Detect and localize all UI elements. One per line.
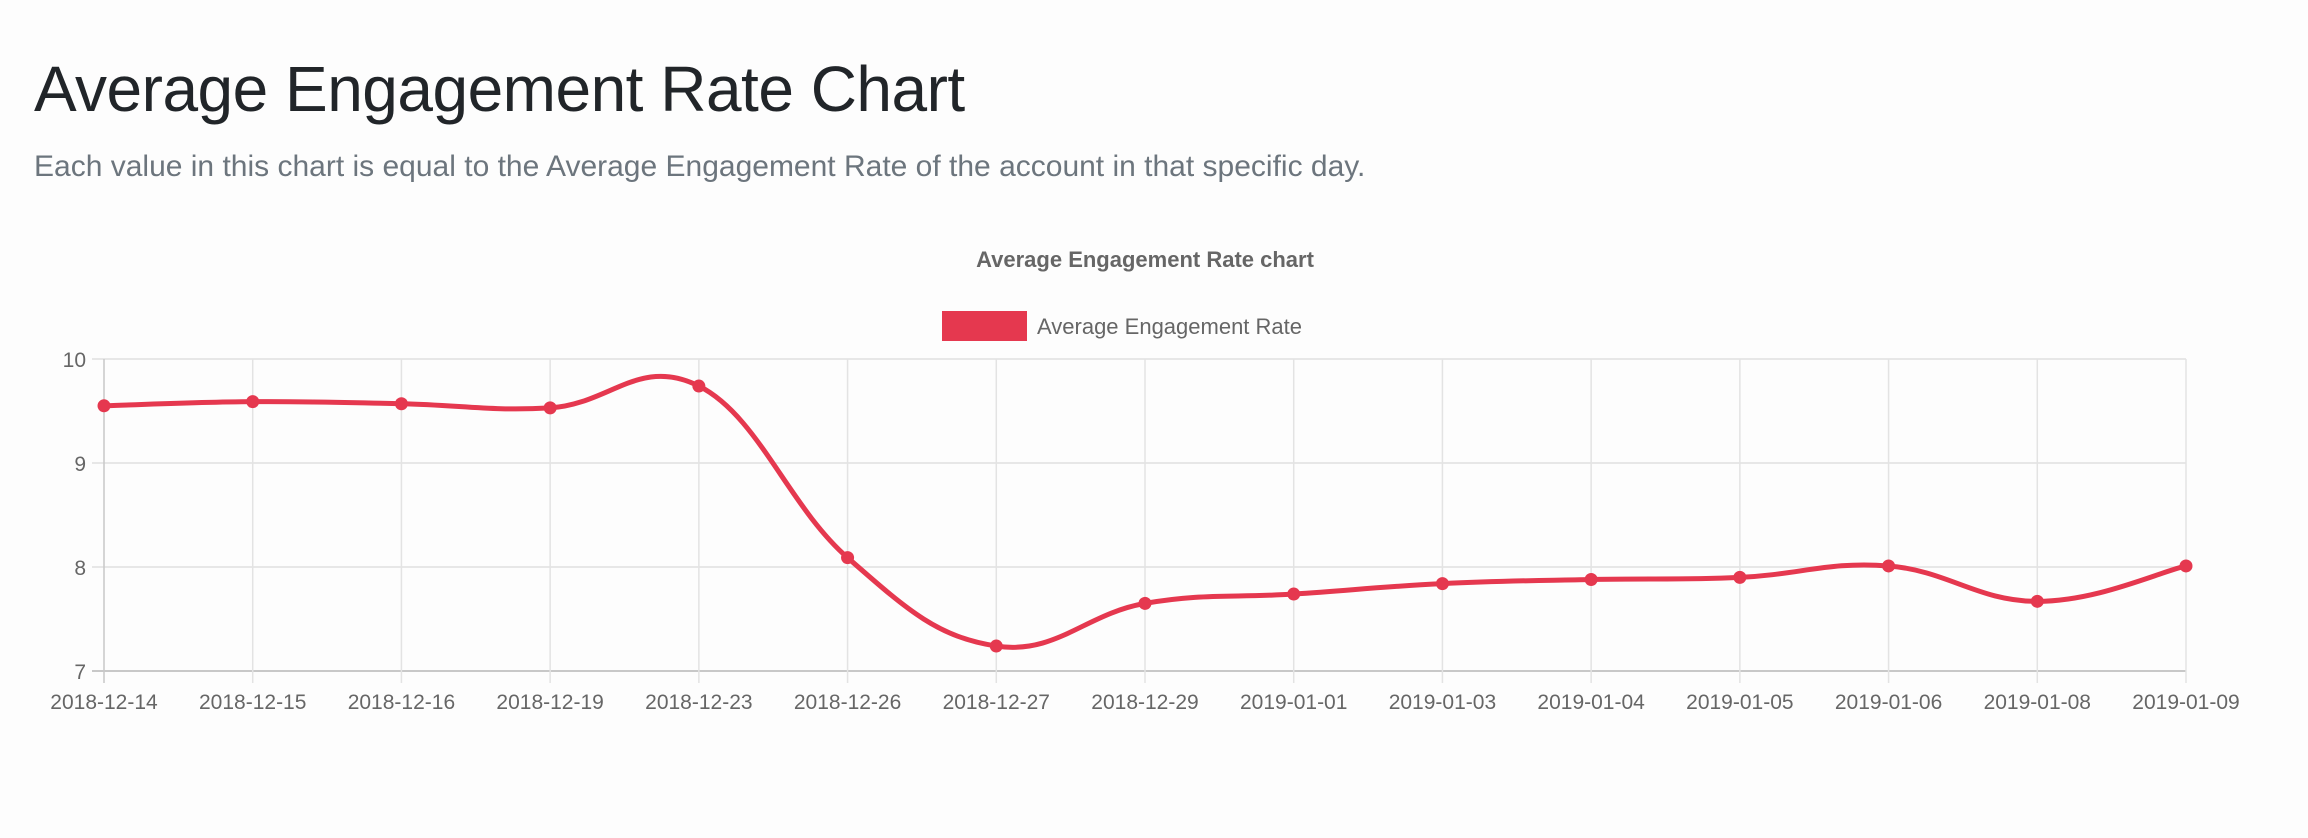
data-point bbox=[1287, 587, 1301, 601]
data-point bbox=[2030, 594, 2044, 608]
x-tick-label: 2019-01-04 bbox=[1537, 691, 1645, 714]
x-tick-label: 2019-01-03 bbox=[1389, 691, 1496, 714]
y-tick-label: 9 bbox=[74, 453, 86, 476]
x-tick-label: 2019-01-01 bbox=[1240, 691, 1347, 714]
x-tick-label: 2018-12-15 bbox=[199, 691, 306, 714]
x-tick-label: 2018-12-14 bbox=[50, 691, 158, 714]
data-point bbox=[246, 395, 260, 409]
x-tick-label: 2018-12-19 bbox=[496, 691, 603, 714]
data-point bbox=[692, 379, 706, 393]
data-point bbox=[543, 401, 557, 415]
data-point bbox=[1138, 596, 1152, 610]
x-tick-label: 2018-12-29 bbox=[1091, 691, 1198, 714]
legend-label[interactable]: Average Engagement Rate bbox=[1037, 314, 1302, 339]
page-title: Average Engagement Rate Chart bbox=[34, 53, 965, 125]
y-tick-label: 8 bbox=[74, 557, 86, 580]
data-point bbox=[989, 639, 1003, 653]
y-tick-label: 10 bbox=[63, 349, 86, 372]
x-tick-label: 2019-01-06 bbox=[1835, 691, 1942, 714]
x-tick-label: 2018-12-23 bbox=[645, 691, 752, 714]
x-tick-label: 2018-12-16 bbox=[348, 691, 455, 714]
x-tick-label: 2019-01-08 bbox=[1984, 691, 2091, 714]
page-subtitle: Each value in this chart is equal to the… bbox=[34, 150, 1366, 183]
legend-swatch[interactable] bbox=[942, 311, 1027, 341]
data-point bbox=[1584, 572, 1598, 586]
data-point bbox=[1882, 559, 1896, 573]
data-point bbox=[1733, 570, 1747, 584]
data-point bbox=[97, 399, 111, 413]
x-tick-label: 2018-12-26 bbox=[794, 691, 901, 714]
x-tick-label: 2019-01-05 bbox=[1686, 691, 1793, 714]
x-tick-label: 2018-12-27 bbox=[943, 691, 1050, 714]
chart-title: Average Engagement Rate chart bbox=[976, 247, 1315, 272]
data-point bbox=[841, 551, 855, 565]
data-point bbox=[2179, 559, 2193, 573]
y-tick-label: 7 bbox=[74, 661, 86, 684]
x-tick-label: 2019-01-09 bbox=[2132, 691, 2239, 714]
data-point bbox=[394, 397, 408, 411]
series-line bbox=[103, 373, 2187, 650]
data-point bbox=[1435, 577, 1449, 591]
